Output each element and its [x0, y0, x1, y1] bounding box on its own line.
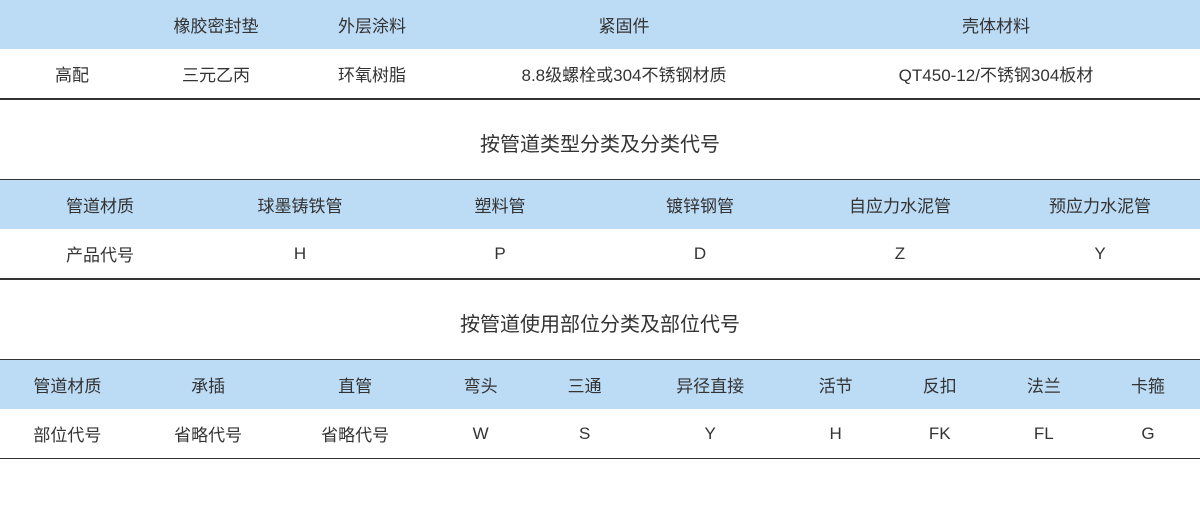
header-cell: 橡胶密封垫: [144, 0, 288, 49]
header-cell: 壳体材料: [792, 0, 1200, 49]
cell: Y: [637, 409, 784, 459]
header-cell: 卡箍: [1096, 360, 1200, 410]
config-table: 橡胶密封垫 外层涂料 紧固件 壳体材料 高配 三元乙丙 环氧树脂 8.8级螺栓或…: [0, 0, 1200, 99]
section-title-pipe-part: 按管道使用部位分类及部位代号: [0, 279, 1200, 359]
table-header-row: 橡胶密封垫 外层涂料 紧固件 壳体材料: [0, 0, 1200, 49]
cell: P: [400, 229, 600, 279]
cell: 产品代号: [0, 229, 200, 279]
cell: 环氧树脂: [288, 49, 456, 99]
cell: Z: [800, 229, 1000, 279]
header-cell: 承插: [135, 360, 282, 410]
cell: 三元乙丙: [144, 49, 288, 99]
cell: 省略代号: [282, 409, 429, 459]
table-row: 产品代号 H P D Z Y: [0, 229, 1200, 279]
header-cell: 球墨铸铁管: [200, 180, 400, 230]
header-cell: [0, 0, 144, 49]
pipe-part-table: 管道材质 承插 直管 弯头 三通 异径直接 活节 反扣 法兰 卡箍 部位代号 省…: [0, 359, 1200, 459]
cell: Y: [1000, 229, 1200, 279]
header-cell: 反扣: [888, 360, 992, 410]
cell: S: [533, 409, 637, 459]
cell: W: [429, 409, 533, 459]
cell: FL: [992, 409, 1096, 459]
header-cell: 塑料管: [400, 180, 600, 230]
table-header-row: 管道材质 球墨铸铁管 塑料管 镀锌钢管 自应力水泥管 预应力水泥管: [0, 180, 1200, 230]
cell: 省略代号: [135, 409, 282, 459]
header-cell: 三通: [533, 360, 637, 410]
cell: FK: [888, 409, 992, 459]
cell: G: [1096, 409, 1200, 459]
header-cell: 法兰: [992, 360, 1096, 410]
cell: QT450-12/不锈钢304板材: [792, 49, 1200, 99]
header-cell: 管道材质: [0, 180, 200, 230]
table-row: 高配 三元乙丙 环氧树脂 8.8级螺栓或304不锈钢材质 QT450-12/不锈…: [0, 49, 1200, 99]
cell: H: [784, 409, 888, 459]
header-cell: 管道材质: [0, 360, 135, 410]
cell: 8.8级螺栓或304不锈钢材质: [456, 49, 792, 99]
header-cell: 直管: [282, 360, 429, 410]
cell: H: [200, 229, 400, 279]
header-cell: 预应力水泥管: [1000, 180, 1200, 230]
cell: 部位代号: [0, 409, 135, 459]
header-cell: 紧固件: [456, 0, 792, 49]
header-cell: 弯头: [429, 360, 533, 410]
header-cell: 活节: [784, 360, 888, 410]
header-cell: 异径直接: [637, 360, 784, 410]
table-row: 部位代号 省略代号 省略代号 W S Y H FK FL G: [0, 409, 1200, 459]
table-header-row: 管道材质 承插 直管 弯头 三通 异径直接 活节 反扣 法兰 卡箍: [0, 360, 1200, 410]
header-cell: 自应力水泥管: [800, 180, 1000, 230]
header-cell: 外层涂料: [288, 0, 456, 49]
pipe-type-table: 管道材质 球墨铸铁管 塑料管 镀锌钢管 自应力水泥管 预应力水泥管 产品代号 H…: [0, 179, 1200, 279]
cell: D: [600, 229, 800, 279]
header-cell: 镀锌钢管: [600, 180, 800, 230]
section-title-pipe-type: 按管道类型分类及分类代号: [0, 99, 1200, 179]
cell: 高配: [0, 49, 144, 99]
